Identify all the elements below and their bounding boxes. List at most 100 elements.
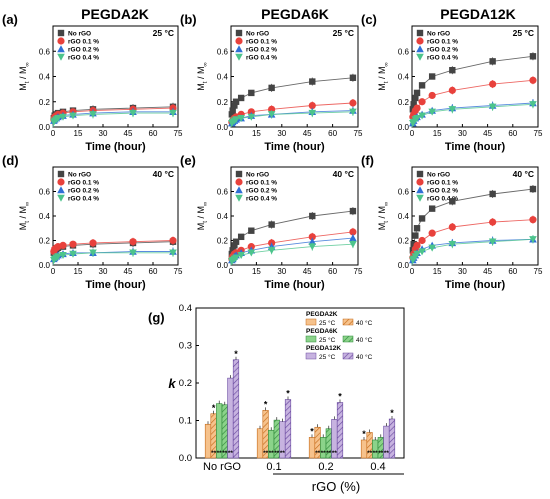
y-tick-label: 0.4	[39, 212, 51, 221]
data-point	[308, 101, 316, 110]
data-point	[428, 244, 436, 252]
x-tick-label: 45	[303, 267, 312, 276]
x-tick-label: 75	[354, 129, 363, 138]
temperature-label: 40 °C	[153, 169, 174, 179]
y-tick-label: 0.2	[179, 378, 192, 389]
legend-marker	[57, 29, 65, 37]
x-tick-label: 45	[124, 267, 133, 276]
data-point	[349, 99, 357, 107]
data-point	[448, 223, 456, 231]
legend-label: rGO 0.1 %	[68, 180, 99, 187]
data-point	[169, 109, 177, 117]
y-tick-label: 0.0	[179, 453, 192, 464]
data-point	[69, 112, 77, 120]
y-tick-label: 0.0	[398, 123, 410, 132]
y-axis-label: Mt / M∞	[377, 62, 390, 90]
y-tick-label: 0.0	[39, 123, 51, 132]
data-point	[231, 242, 238, 249]
legend-marker	[57, 178, 65, 186]
data-point	[69, 240, 77, 248]
panel-label: (e)	[180, 153, 196, 168]
data-point	[349, 207, 357, 215]
data-point	[267, 111, 276, 119]
data-point	[418, 248, 426, 256]
data-point	[247, 113, 256, 121]
temperature-label: 25 °C	[333, 28, 354, 38]
x-tick-label: 60	[149, 129, 158, 138]
y-axis-label: k	[168, 376, 176, 391]
legend-label: No rGO	[427, 31, 450, 38]
panel-d: (d) 0 15 30 45 60 75 0.0 0.2 0.4 0.6 Time (hour) Mt …	[2, 153, 183, 291]
legend-swatch	[342, 352, 354, 360]
x-axis-label: Time (hour)	[85, 141, 146, 153]
bar	[256, 428, 264, 459]
data-point	[428, 205, 436, 212]
data-point	[308, 109, 317, 117]
x-tick-label: 0	[229, 267, 234, 276]
data-point	[228, 111, 236, 118]
data-point	[308, 237, 317, 245]
bar	[308, 437, 316, 459]
data-point	[418, 82, 426, 89]
title-col3: PEGDA12K	[440, 6, 515, 22]
y-tick-label: 0.0	[39, 261, 51, 270]
data-point	[129, 249, 137, 257]
data-point	[229, 107, 236, 114]
data-point	[237, 252, 245, 259]
data-point	[129, 238, 137, 246]
data-point	[54, 253, 62, 261]
legend-label: 40 °C	[356, 353, 373, 361]
series-fit-line	[411, 79, 534, 128]
legend-marker	[235, 45, 243, 53]
x-tick-label: 15	[252, 129, 261, 138]
data-point	[169, 236, 177, 245]
panel-label: (d)	[2, 153, 19, 168]
data-point	[248, 89, 255, 97]
y-tick-label: 0.1	[179, 416, 192, 427]
data-point	[308, 243, 317, 251]
panel-label: (f)	[361, 153, 374, 168]
legend-marker	[416, 170, 424, 178]
y-tick-label: 0.4	[217, 73, 229, 82]
y-tick-label: 0.4	[179, 303, 192, 314]
legend-marker	[57, 186, 65, 194]
y-tick-label: 0.3	[179, 341, 192, 352]
data-point	[237, 114, 245, 122]
legend-group-label: PEGDA6K	[306, 328, 338, 335]
legend-label: 40 °C	[356, 336, 373, 344]
y-tick-label: 0.0	[398, 261, 410, 270]
x-tick-label: 45	[303, 129, 312, 138]
data-point	[349, 240, 357, 248]
x-tick-label: 60	[508, 129, 517, 138]
data-point	[529, 185, 537, 193]
data-point	[412, 94, 419, 102]
data-point	[232, 254, 240, 262]
x-axis-label: Time (hour)	[445, 279, 506, 291]
significance-star-base: **	[367, 450, 373, 457]
series-fit-line	[230, 77, 353, 128]
legend-label: No rGO	[68, 31, 91, 38]
significance-star: *	[264, 399, 268, 409]
data-point	[489, 218, 497, 226]
x-tick-label: 60	[149, 267, 158, 276]
data-point	[59, 241, 67, 249]
x-tick-label: 60	[328, 267, 337, 276]
data-point	[428, 108, 436, 116]
data-point	[247, 249, 256, 257]
x-tick-label: 0	[51, 129, 56, 138]
significance-star-base: **	[280, 450, 286, 457]
legend-marker	[416, 53, 424, 61]
y-tick-label: 0.2	[39, 237, 51, 246]
bar	[204, 423, 212, 459]
legend-label: rGO 0.1 %	[427, 39, 458, 46]
data-point	[418, 98, 426, 106]
y-tick-label: 0.2	[217, 98, 229, 107]
data-point	[268, 221, 275, 228]
x-axis-label: Time (hour)	[85, 279, 146, 291]
x-tick-label: 15	[74, 129, 83, 138]
data-point	[268, 84, 275, 92]
series-fit-line	[411, 102, 534, 128]
significance-star-base: **	[222, 450, 228, 457]
